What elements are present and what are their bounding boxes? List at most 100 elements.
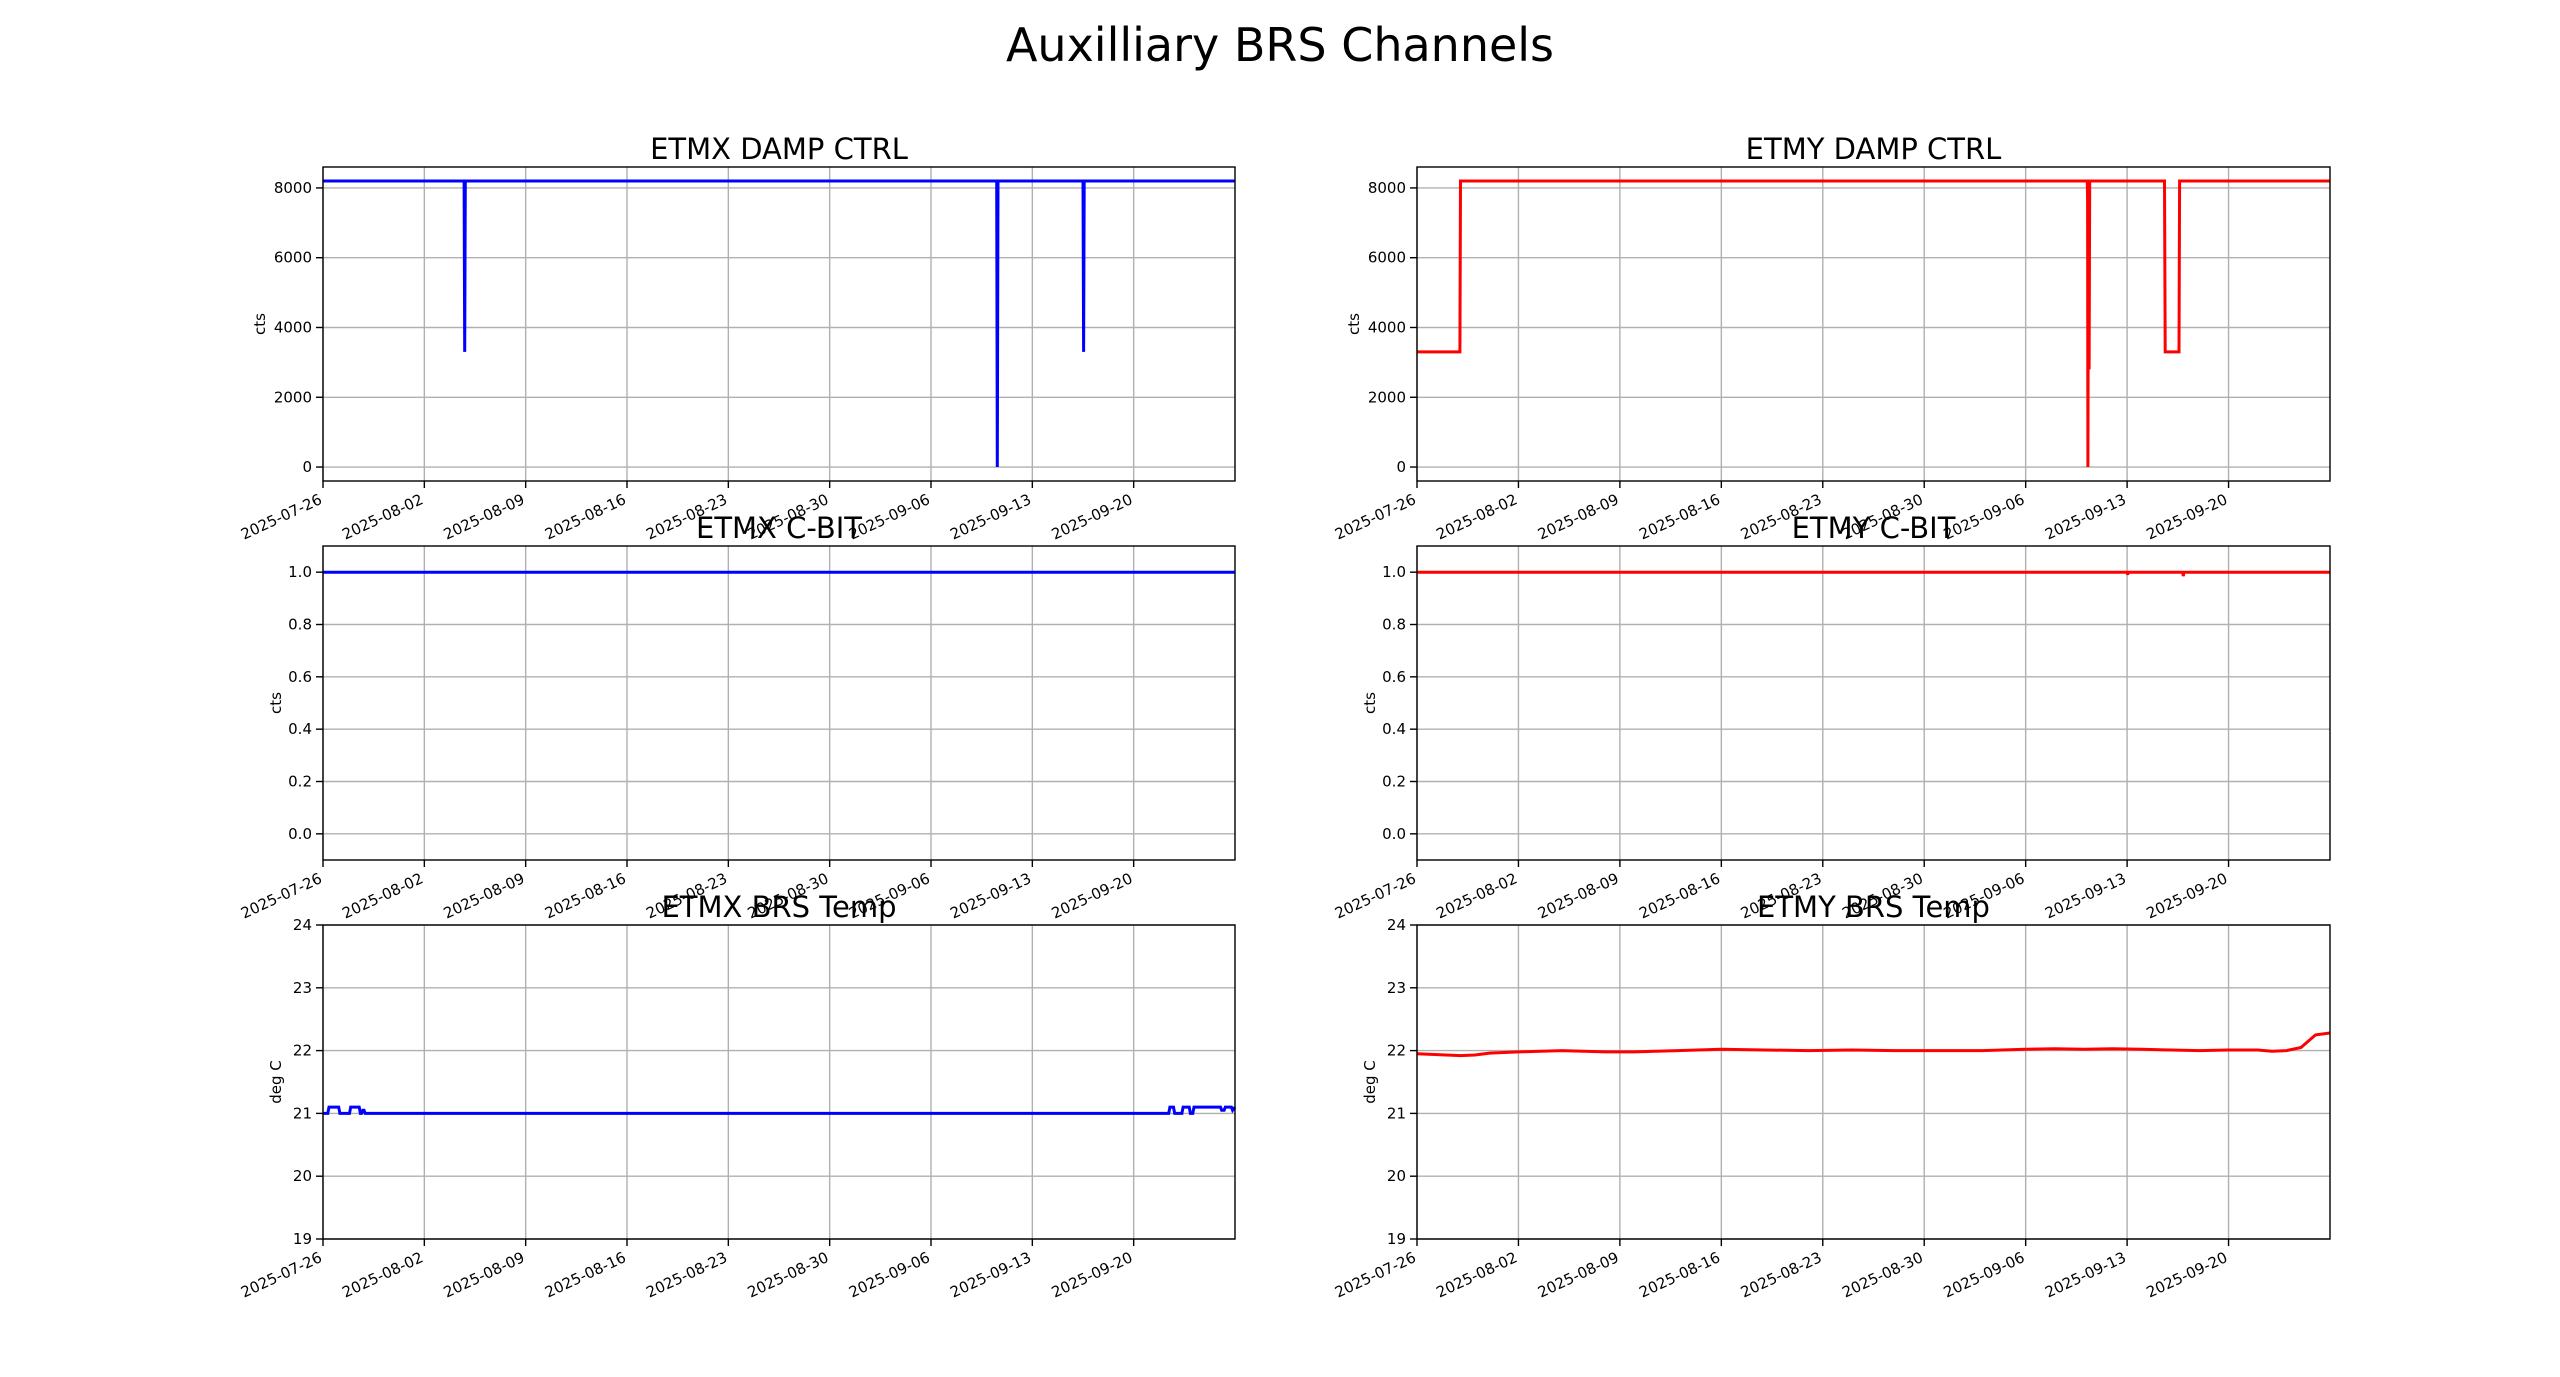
x-tick-label: 2025-09-06 — [1941, 1248, 2028, 1301]
x-tick-label: 2025-09-13 — [2042, 490, 2129, 543]
x-tick-label: 2025-09-20 — [2144, 1248, 2231, 1301]
series-line — [1417, 570, 2330, 577]
y-tick-label: 0.4 — [1382, 720, 1406, 738]
y-axis-label: deg C — [267, 1060, 285, 1104]
y-tick-label: 22 — [1387, 1042, 1406, 1060]
y-tick-label: 19 — [293, 1230, 312, 1248]
x-tick-label: 2025-08-02 — [339, 490, 426, 543]
y-tick-label: 21 — [293, 1104, 312, 1122]
x-tick-label: 2025-07-26 — [238, 490, 325, 543]
x-tick-label: 2025-09-20 — [1049, 490, 1136, 543]
y-tick-label: 0.2 — [1382, 773, 1406, 791]
figure-title: Auxilliary BRS Channels — [1006, 18, 1554, 72]
x-tick-label: 2025-08-02 — [339, 1248, 426, 1301]
x-tick-label: 2025-08-02 — [1434, 1248, 1521, 1301]
y-tick-label: 0.0 — [288, 825, 312, 843]
x-tick-label: 2025-08-16 — [1636, 869, 1723, 922]
y-tick-label: 23 — [1387, 979, 1406, 997]
x-tick-label: 2025-08-16 — [542, 490, 629, 543]
y-tick-label: 1.0 — [288, 563, 312, 581]
y-tick-label: 20 — [293, 1167, 312, 1185]
panel-etmx-damp-ctrl: 0 2000 4000 6000 8000 2025-07-26 2025-08-02 202… — [238, 132, 1236, 543]
x-tick-label: 2025-07-26 — [1332, 490, 1419, 543]
x-tick-label: 2025-09-20 — [1049, 1248, 1136, 1301]
y-tick-label: 4000 — [274, 318, 312, 336]
panel-title: ETMX C-BIT — [696, 511, 862, 545]
x-tick-label: 2025-07-26 — [1332, 869, 1419, 922]
series-line — [323, 179, 1235, 468]
axes-frame — [322, 166, 1236, 482]
y-tick-label: 19 — [1387, 1230, 1406, 1248]
axes-frame — [1416, 924, 2331, 1240]
y-axis-label: cts — [1345, 313, 1363, 335]
y-tick-label: 0 — [302, 458, 312, 476]
y-tick-label: 0.8 — [1382, 616, 1406, 634]
panel-title: ETMY DAMP CTRL — [1746, 132, 2002, 166]
x-tick-label: 2025-08-02 — [1434, 490, 1521, 543]
y-tick-label: 0 — [1396, 458, 1406, 476]
axes-frame — [1416, 545, 2331, 861]
x-tick-label: 2025-08-16 — [542, 1248, 629, 1301]
x-tick-label: 2025-08-16 — [1636, 1248, 1723, 1301]
x-tick-label: 2025-08-09 — [1535, 1248, 1622, 1301]
y-tick-label: 8000 — [1368, 179, 1406, 197]
y-axis-label: cts — [267, 692, 285, 714]
x-tick-label: 2025-09-13 — [2042, 869, 2129, 922]
x-tick-label: 2025-09-20 — [2144, 490, 2231, 543]
panel-etmx-brs-temp: 19 20 21 22 23 24 2025-07-26 2025-08-02 2025-08-… — [238, 890, 1237, 1301]
panel-etmx-c-bit: 0.0 0.2 0.4 0.6 0.8 1.0 2025-07-26 2025-08-02 20… — [238, 511, 1236, 922]
x-tick-label: 2025-09-13 — [947, 1248, 1034, 1301]
x-tick-label: 2025-09-13 — [947, 490, 1034, 543]
x-tick-label: 2025-08-30 — [745, 1248, 832, 1301]
x-tick-label: 2025-08-09 — [1535, 869, 1622, 922]
panel-title: ETMX BRS Temp — [661, 890, 896, 924]
axes-frame — [322, 924, 1236, 1240]
x-tick-label: 2025-08-30 — [1839, 1248, 1926, 1301]
x-tick-label: 2025-08-23 — [643, 1248, 730, 1301]
y-axis-label: deg C — [1361, 1060, 1379, 1104]
y-tick-label: 0.8 — [288, 616, 312, 634]
x-tick-label: 2025-09-20 — [2144, 869, 2231, 922]
series-line — [323, 1105, 1237, 1115]
x-tick-label: 2025-08-16 — [542, 869, 629, 922]
x-tick-label: 2025-09-20 — [1049, 869, 1136, 922]
x-tick-label: 2025-07-26 — [1332, 1248, 1419, 1301]
x-tick-label: 2025-09-13 — [947, 869, 1034, 922]
series-line — [1416, 1031, 2331, 1058]
x-tick-label: 2025-08-02 — [1434, 869, 1521, 922]
x-tick-label: 2025-08-09 — [441, 1248, 528, 1301]
y-tick-label: 4000 — [1368, 318, 1406, 336]
y-tick-label: 0.2 — [288, 773, 312, 791]
series-line — [1417, 179, 2330, 468]
panel-etmy-damp-ctrl: 0 2000 4000 6000 8000 2025-07-26 2025-08-02 202… — [1332, 132, 2331, 543]
y-tick-label: 23 — [293, 979, 312, 997]
panel-title: ETMX DAMP CTRL — [650, 132, 908, 166]
x-tick-label: 2025-08-02 — [339, 869, 426, 922]
x-tick-label: 2025-08-09 — [1535, 490, 1622, 543]
x-tick-label: 2025-09-13 — [2042, 1248, 2129, 1301]
y-tick-label: 2000 — [1368, 388, 1406, 406]
y-axis-label: cts — [1361, 692, 1379, 714]
y-tick-label: 6000 — [1368, 249, 1406, 267]
panel-title: ETMY BRS Temp — [1757, 890, 1990, 924]
y-tick-label: 2000 — [274, 388, 312, 406]
x-tick-label: 2025-07-26 — [238, 1248, 325, 1301]
axes-frame — [322, 545, 1236, 861]
x-tick-label: 2025-08-09 — [441, 869, 528, 922]
y-tick-label: 24 — [1387, 916, 1406, 934]
x-tick-label: 2025-08-23 — [1738, 1248, 1825, 1301]
y-tick-label: 20 — [1387, 1167, 1406, 1185]
y-axis-label: cts — [251, 313, 269, 335]
y-tick-label: 8000 — [274, 179, 312, 197]
panel-title: ETMY C-BIT — [1792, 511, 1956, 545]
panel-etmy-brs-temp: 19 20 21 22 23 24 2025-07-26 2025-08-02 2025-08-… — [1332, 890, 2331, 1301]
y-tick-label: 6000 — [274, 249, 312, 267]
x-tick-label: 2025-08-16 — [1636, 490, 1723, 543]
y-tick-label: 0.6 — [1382, 668, 1406, 686]
panel-etmy-c-bit: 0.0 0.2 0.4 0.6 0.8 1.0 2025-07-26 2025-08-02 20… — [1332, 511, 2331, 922]
x-tick-label: 2025-08-09 — [441, 490, 528, 543]
axes-frame — [1416, 166, 2331, 482]
y-tick-label: 0.6 — [288, 668, 312, 686]
